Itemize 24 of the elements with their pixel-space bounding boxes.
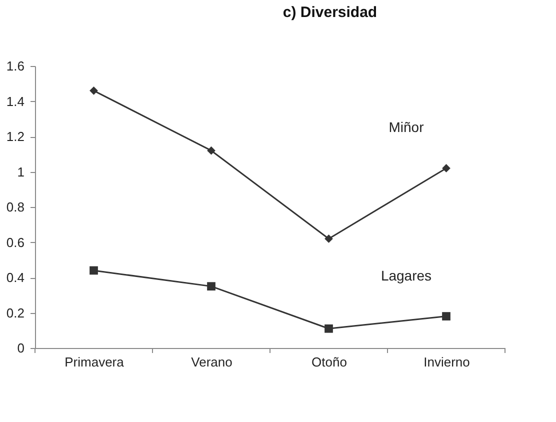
y-tick-label: 0.8: [6, 200, 24, 214]
text: Lagares: [380, 267, 432, 284]
y-tick-label: 1.2: [6, 129, 24, 144]
y-tick-label: 0.2: [6, 305, 24, 320]
x-tick-label: Otoño: [312, 354, 347, 370]
y-tick-label: 0.6: [6, 234, 24, 250]
point: [442, 312, 450, 320]
y-tick-label: 1.6: [6, 58, 24, 74]
point: [207, 146, 216, 155]
x-tick-label: Primavera: [64, 354, 125, 370]
text: Miñor: [388, 119, 424, 136]
point: [207, 282, 216, 290]
y-tick-label: 1.4: [6, 94, 24, 109]
point: [442, 164, 450, 172]
point: [90, 86, 98, 95]
point: [90, 266, 98, 275]
x-tick-label: Verano: [191, 354, 232, 370]
y-tick-label: 0.4: [6, 270, 24, 285]
point: [324, 324, 333, 333]
x-tick-label: Invierno: [424, 354, 470, 370]
y-tick-label: 1: [17, 164, 24, 180]
chart-title: c) Diversidad: [282, 4, 378, 21]
y-tick-label: 0: [17, 340, 24, 356]
point: [324, 234, 333, 243]
